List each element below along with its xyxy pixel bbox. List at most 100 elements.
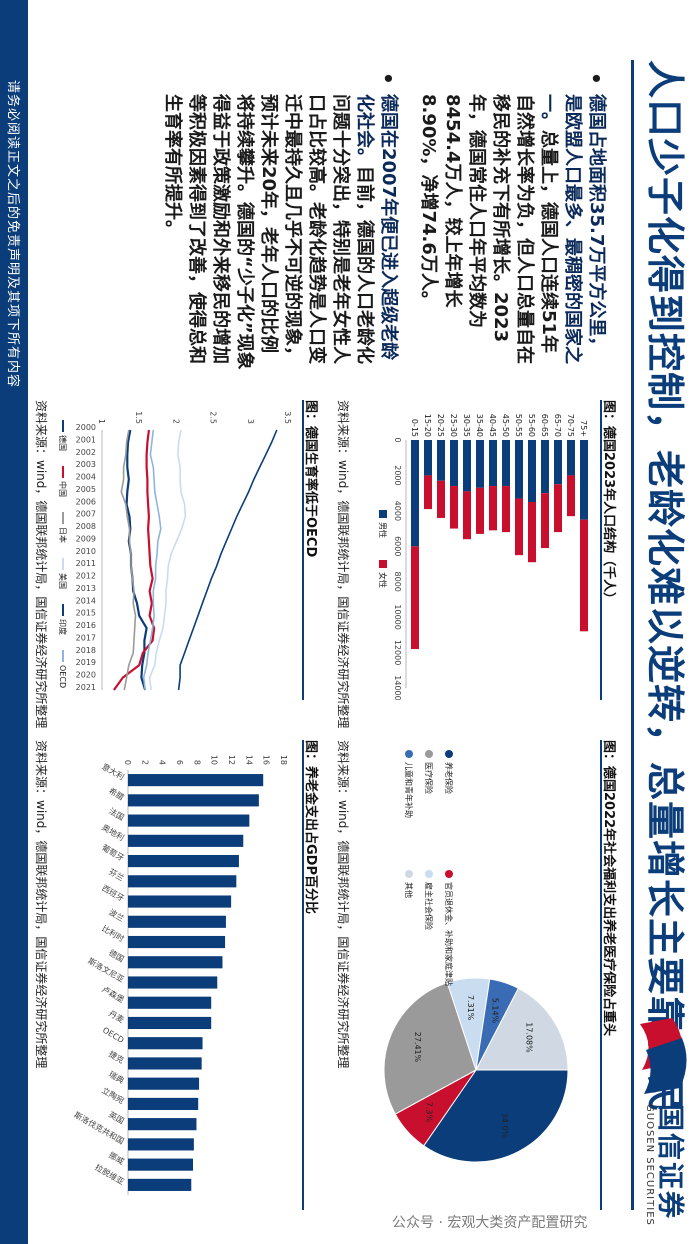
legend-label: 日本 bbox=[58, 527, 68, 543]
age-label: 45-50 bbox=[501, 414, 510, 437]
age-label: 55-60 bbox=[527, 414, 536, 437]
watermark: 公众号 · 宏观大类资产配置研究 bbox=[392, 1215, 588, 1231]
age-label: 60-65 bbox=[540, 414, 549, 437]
age-label: 35-40 bbox=[475, 414, 484, 437]
category-label: 英国 bbox=[107, 1109, 126, 1126]
legend-label: 中国 bbox=[58, 481, 68, 497]
y-tick: 3 bbox=[246, 419, 255, 424]
bullet-2-body: 目前，德国的人口老龄化问题十分突出，特别是老年女性人口占比较高。老龄化趋势是人口… bbox=[162, 94, 375, 370]
legend-female-swatch bbox=[379, 560, 387, 568]
pie-label: 34.0% bbox=[500, 1113, 509, 1139]
bar bbox=[128, 915, 226, 928]
y-tick: 8 bbox=[192, 760, 201, 765]
y-tick: 1 bbox=[97, 419, 106, 424]
x-tick: 2005 bbox=[76, 485, 96, 494]
fig3-source: 资料来源：wind，德国联邦统计局，国信证券经济研究所整理 bbox=[336, 740, 350, 1069]
legend-swatch bbox=[425, 870, 433, 878]
fig4-title: 图：养老金支出占GDP百分比 bbox=[303, 740, 318, 914]
y-tick: 14 bbox=[244, 755, 253, 765]
y-tick: 0 bbox=[123, 760, 132, 765]
legend-swatch bbox=[405, 870, 413, 878]
fig4-rule bbox=[302, 740, 304, 1210]
age-label: 0-15 bbox=[410, 419, 419, 437]
fig2-title: 图：德国生育率低于OECD bbox=[303, 400, 318, 558]
y-tick: 3.5 bbox=[283, 411, 292, 424]
x-tick: 2012 bbox=[76, 572, 96, 581]
bar-female bbox=[476, 487, 484, 534]
y-tick: 4 bbox=[158, 760, 167, 765]
y-tick: 2.5 bbox=[209, 411, 218, 424]
legend-swatch bbox=[405, 750, 413, 758]
legend-female: 女性 bbox=[378, 572, 388, 588]
category-label: 立陶宛 bbox=[100, 1085, 126, 1106]
bar-male bbox=[515, 440, 523, 499]
category-label: 卢森堡 bbox=[100, 984, 126, 1005]
fig3-rule bbox=[600, 740, 602, 1210]
legend-swatch bbox=[445, 870, 453, 878]
legend-label: 美国 bbox=[58, 573, 68, 589]
x-tick: 14000 bbox=[393, 675, 402, 700]
x-tick: 2021 bbox=[76, 683, 96, 692]
age-label: 50-55 bbox=[514, 414, 523, 437]
bar-female bbox=[463, 491, 471, 540]
x-tick: 2017 bbox=[76, 633, 96, 642]
pie-slice bbox=[423, 1069, 569, 1163]
legend-label: 其他 bbox=[404, 882, 414, 898]
y-tick: 6 bbox=[175, 760, 184, 765]
pie-slice bbox=[475, 987, 569, 1071]
bar bbox=[128, 1016, 212, 1030]
x-tick: 2008 bbox=[76, 522, 96, 531]
x-tick: 2013 bbox=[76, 584, 96, 593]
bar bbox=[128, 1118, 197, 1131]
age-label: 15-20 bbox=[423, 414, 432, 437]
bar bbox=[128, 1178, 192, 1191]
category-label: 波兰 bbox=[107, 907, 126, 924]
y-tick: 18 bbox=[279, 755, 288, 765]
category-label: 西班牙 bbox=[100, 883, 126, 904]
category-label: 挪威 bbox=[107, 1150, 126, 1167]
category-label: 奥地利 bbox=[100, 822, 126, 843]
legend-label: 印度 bbox=[58, 619, 68, 635]
bar-female bbox=[541, 493, 549, 549]
bar bbox=[128, 774, 264, 787]
pie-slice bbox=[383, 981, 477, 1115]
x-tick: 0 bbox=[393, 437, 402, 442]
bar bbox=[128, 1138, 194, 1151]
bullet-2: 德国在2007年便已进入超级老龄化社会。目前，德国的人口老龄化问题十分突出，特别… bbox=[160, 70, 400, 370]
bar bbox=[127, 814, 250, 827]
bar-female bbox=[437, 480, 445, 518]
legend-label: 儿童和青年补助 bbox=[404, 762, 414, 818]
pie-label: 5.14% bbox=[490, 998, 499, 1024]
category-label: 丹麦 bbox=[107, 1008, 126, 1025]
x-tick: 4000 bbox=[393, 501, 402, 521]
x-tick: 6000 bbox=[393, 536, 402, 556]
bar-female bbox=[580, 519, 588, 632]
legend-male: 男性 bbox=[378, 522, 388, 538]
legend-label: 官员退休金、补助和家庭津贴 bbox=[444, 882, 454, 986]
y-tick: 12 bbox=[227, 755, 236, 765]
pie-label: 17.08% bbox=[524, 1022, 533, 1053]
age-label: 20-25 bbox=[436, 414, 445, 437]
x-tick: 2009 bbox=[76, 534, 96, 543]
line-印度 bbox=[177, 429, 278, 691]
age-label: 75+ bbox=[579, 420, 588, 437]
category-label: 希腊 bbox=[107, 785, 126, 802]
x-tick: 2010 bbox=[76, 547, 96, 556]
bar-male bbox=[476, 440, 484, 488]
x-tick: 2001 bbox=[76, 435, 96, 444]
fig1-title: 图：德国2023年人口结构（千人） bbox=[601, 400, 616, 606]
bar-male bbox=[424, 440, 432, 476]
y-tick: 1.5 bbox=[134, 411, 143, 424]
fig1-rule bbox=[600, 400, 602, 700]
bar bbox=[128, 1057, 202, 1070]
legend-swatch bbox=[445, 750, 453, 758]
fig4-source: 资料来源：wind，德国联邦统计局，国信证券经济研究所整理 bbox=[34, 740, 48, 1069]
bar-male bbox=[567, 440, 575, 476]
age-label: 30-35 bbox=[462, 414, 471, 437]
pie-label: 27.41% bbox=[413, 1032, 422, 1063]
x-tick: 2015 bbox=[76, 609, 96, 618]
age-label: 40-45 bbox=[488, 414, 497, 437]
bar-female bbox=[502, 486, 510, 533]
category-label: 法国 bbox=[107, 806, 126, 823]
text-column: 德国占地面积35.7万平方公里，是欧盟人口最多、最稠密的国家之一。总量上，德国人… bbox=[144, 70, 608, 370]
